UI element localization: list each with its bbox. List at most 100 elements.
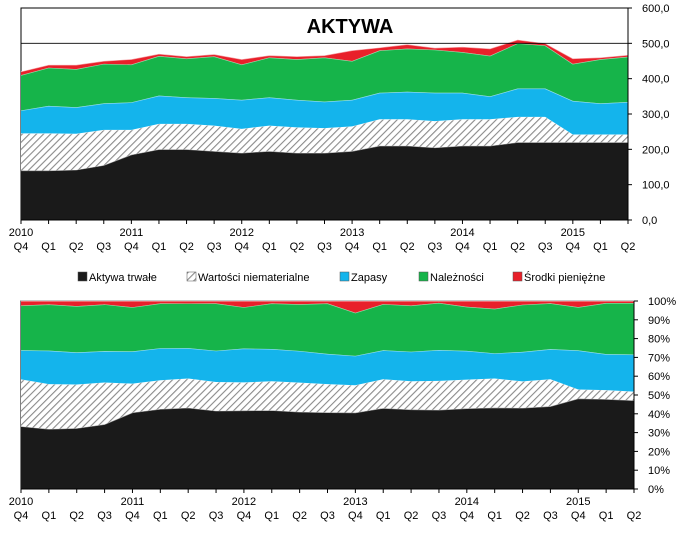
y-tick-label: 0% xyxy=(648,484,664,496)
legend-swatch-zapasy xyxy=(339,271,350,282)
x-tick-label: Q2 xyxy=(69,510,84,522)
y-tick-label: 40% xyxy=(648,409,670,421)
x-tick-label: Q3 xyxy=(320,510,335,522)
x-tick-label: Q4 xyxy=(345,241,360,253)
area-aktywa-trwale xyxy=(21,142,628,220)
legend-swatch-srodki-pieniezne xyxy=(512,271,523,282)
area-wartosci-niematerialne xyxy=(21,116,628,171)
x-year-label: 2012 xyxy=(229,227,253,239)
area-srodki-pieniezne xyxy=(21,301,634,313)
x-year-label: 2010 xyxy=(9,496,33,508)
x-tick-label: Q2 xyxy=(181,510,196,522)
x-year-label: 2011 xyxy=(120,227,144,239)
x-tick-label: Q4 xyxy=(459,510,474,522)
y-tick-label: 30% xyxy=(648,428,670,440)
x-year-label: 2014 xyxy=(455,496,479,508)
x-tick-label: Q3 xyxy=(432,510,447,522)
x-tick-label: Q1 xyxy=(487,510,502,522)
y-tick-label: 100,0 xyxy=(642,180,670,192)
x-tick-label: Q3 xyxy=(538,241,553,253)
x-tick-label: Q3 xyxy=(543,510,558,522)
x-tick-label: Q2 xyxy=(627,510,642,522)
x-year-label: 2012 xyxy=(232,496,256,508)
x-year-label: 2015 xyxy=(566,496,590,508)
x-tick-label: Q4 xyxy=(14,241,29,253)
top-chart: 0,0 100,0 200,0 300,0 400,0 500,0 600,0 Q4 Q1 Q2 Q… xyxy=(9,3,670,253)
legend: Aktywa trwałe Wartości niematerialne Zapas… xyxy=(77,271,605,284)
legend-label-naleznosci: Należności xyxy=(430,272,484,284)
x-tick-label: Q2 xyxy=(515,510,530,522)
y-tick-label: 90% xyxy=(648,315,670,327)
x-tick-label: Q4 xyxy=(565,241,580,253)
x-year-label: 2010 xyxy=(9,227,33,239)
x-year-label: 2014 xyxy=(450,227,474,239)
y-tick-label: 100% xyxy=(648,296,676,308)
y-tick-label: 400,0 xyxy=(642,74,670,86)
area-naleznosci xyxy=(21,43,628,111)
x-tick-label: Q1 xyxy=(41,241,56,253)
bottom-chart: 0% 10% 20% 30% 40% 50% 60% 70% 80% 90% 100% Q4 Q1 Q2 Q… xyxy=(9,296,677,522)
x-tick-label: Q3 xyxy=(96,241,111,253)
area-naleznosci xyxy=(21,302,634,356)
x-tick-label: Q4 xyxy=(125,510,140,522)
x-tick-label: Q2 xyxy=(290,241,305,253)
x-tick-label: Q2 xyxy=(621,241,636,253)
legend-label-aktywa-trwale: Aktywa trwałe xyxy=(89,272,157,284)
x-year-label: 2013 xyxy=(343,496,367,508)
x-tick-label: Q4 xyxy=(571,510,586,522)
area-wartosci-niematerialne xyxy=(21,378,634,430)
x-tick-label: Q1 xyxy=(262,241,277,253)
x-tick-label: Q1 xyxy=(152,241,167,253)
x-tick-label: Q4 xyxy=(455,241,470,253)
x-tick-label: Q3 xyxy=(428,241,443,253)
x-tick-label: Q1 xyxy=(42,510,57,522)
x-tick-label: Q3 xyxy=(97,510,112,522)
x-tick-label: Q2 xyxy=(510,241,525,253)
area-zapasy xyxy=(21,88,628,135)
x-tick-label: Q1 xyxy=(264,510,279,522)
x-tick-label: Q1 xyxy=(483,241,498,253)
legend-label-srodki-pieniezne: Środki pieniężne xyxy=(524,271,605,284)
x-year-label: 2013 xyxy=(340,227,364,239)
y-tick-label: 200,0 xyxy=(642,144,670,156)
legend-swatch-wartosci-niematerialne xyxy=(186,271,197,282)
x-tick-label: Q4 xyxy=(237,510,252,522)
legend-label-wartosci-niematerialne: Wartości niematerialne xyxy=(198,272,309,284)
legend-swatch-aktywa-trwale xyxy=(77,271,88,282)
legend-label-zapasy: Zapasy xyxy=(351,272,388,284)
x-tick-label: Q3 xyxy=(317,241,332,253)
x-tick-label: Q3 xyxy=(209,510,224,522)
area-zapasy xyxy=(21,348,634,392)
edge-srodki-pieniezne xyxy=(20,39,629,73)
x-tick-label: Q1 xyxy=(372,241,387,253)
y-tick-label: 500,0 xyxy=(642,38,670,50)
x-tick-label: Q1 xyxy=(599,510,614,522)
x-year-label: 2011 xyxy=(121,496,145,508)
y-tick-label: 300,0 xyxy=(642,109,670,121)
y-tick-label: 70% xyxy=(648,352,670,364)
x-tick-label: Q2 xyxy=(69,241,84,253)
x-tick-label: Q2 xyxy=(404,510,419,522)
area-srodki-pieniezne xyxy=(21,39,628,76)
y-tick-label: 60% xyxy=(648,371,670,383)
x-tick-label: Q4 xyxy=(124,241,139,253)
x-tick-label: Q2 xyxy=(292,510,307,522)
x-tick-label: Q4 xyxy=(14,510,29,522)
x-tick-label: Q1 xyxy=(593,241,608,253)
y-tick-label: 80% xyxy=(648,334,670,346)
area-aktywa-trwale xyxy=(21,398,634,489)
x-tick-label: Q2 xyxy=(400,241,415,253)
x-tick-label: Q1 xyxy=(153,510,168,522)
legend-swatch-naleznosci xyxy=(418,271,429,282)
x-tick-label: Q4 xyxy=(234,241,249,253)
y-tick-label: 600,0 xyxy=(642,3,670,15)
x-tick-label: Q2 xyxy=(179,241,194,253)
x-tick-label: Q4 xyxy=(348,510,363,522)
y-tick-label: 10% xyxy=(648,465,670,477)
x-tick-label: Q3 xyxy=(207,241,222,253)
y-tick-label: 0,0 xyxy=(642,215,657,227)
x-year-label: 2015 xyxy=(561,227,585,239)
x-tick-label: Q1 xyxy=(376,510,391,522)
